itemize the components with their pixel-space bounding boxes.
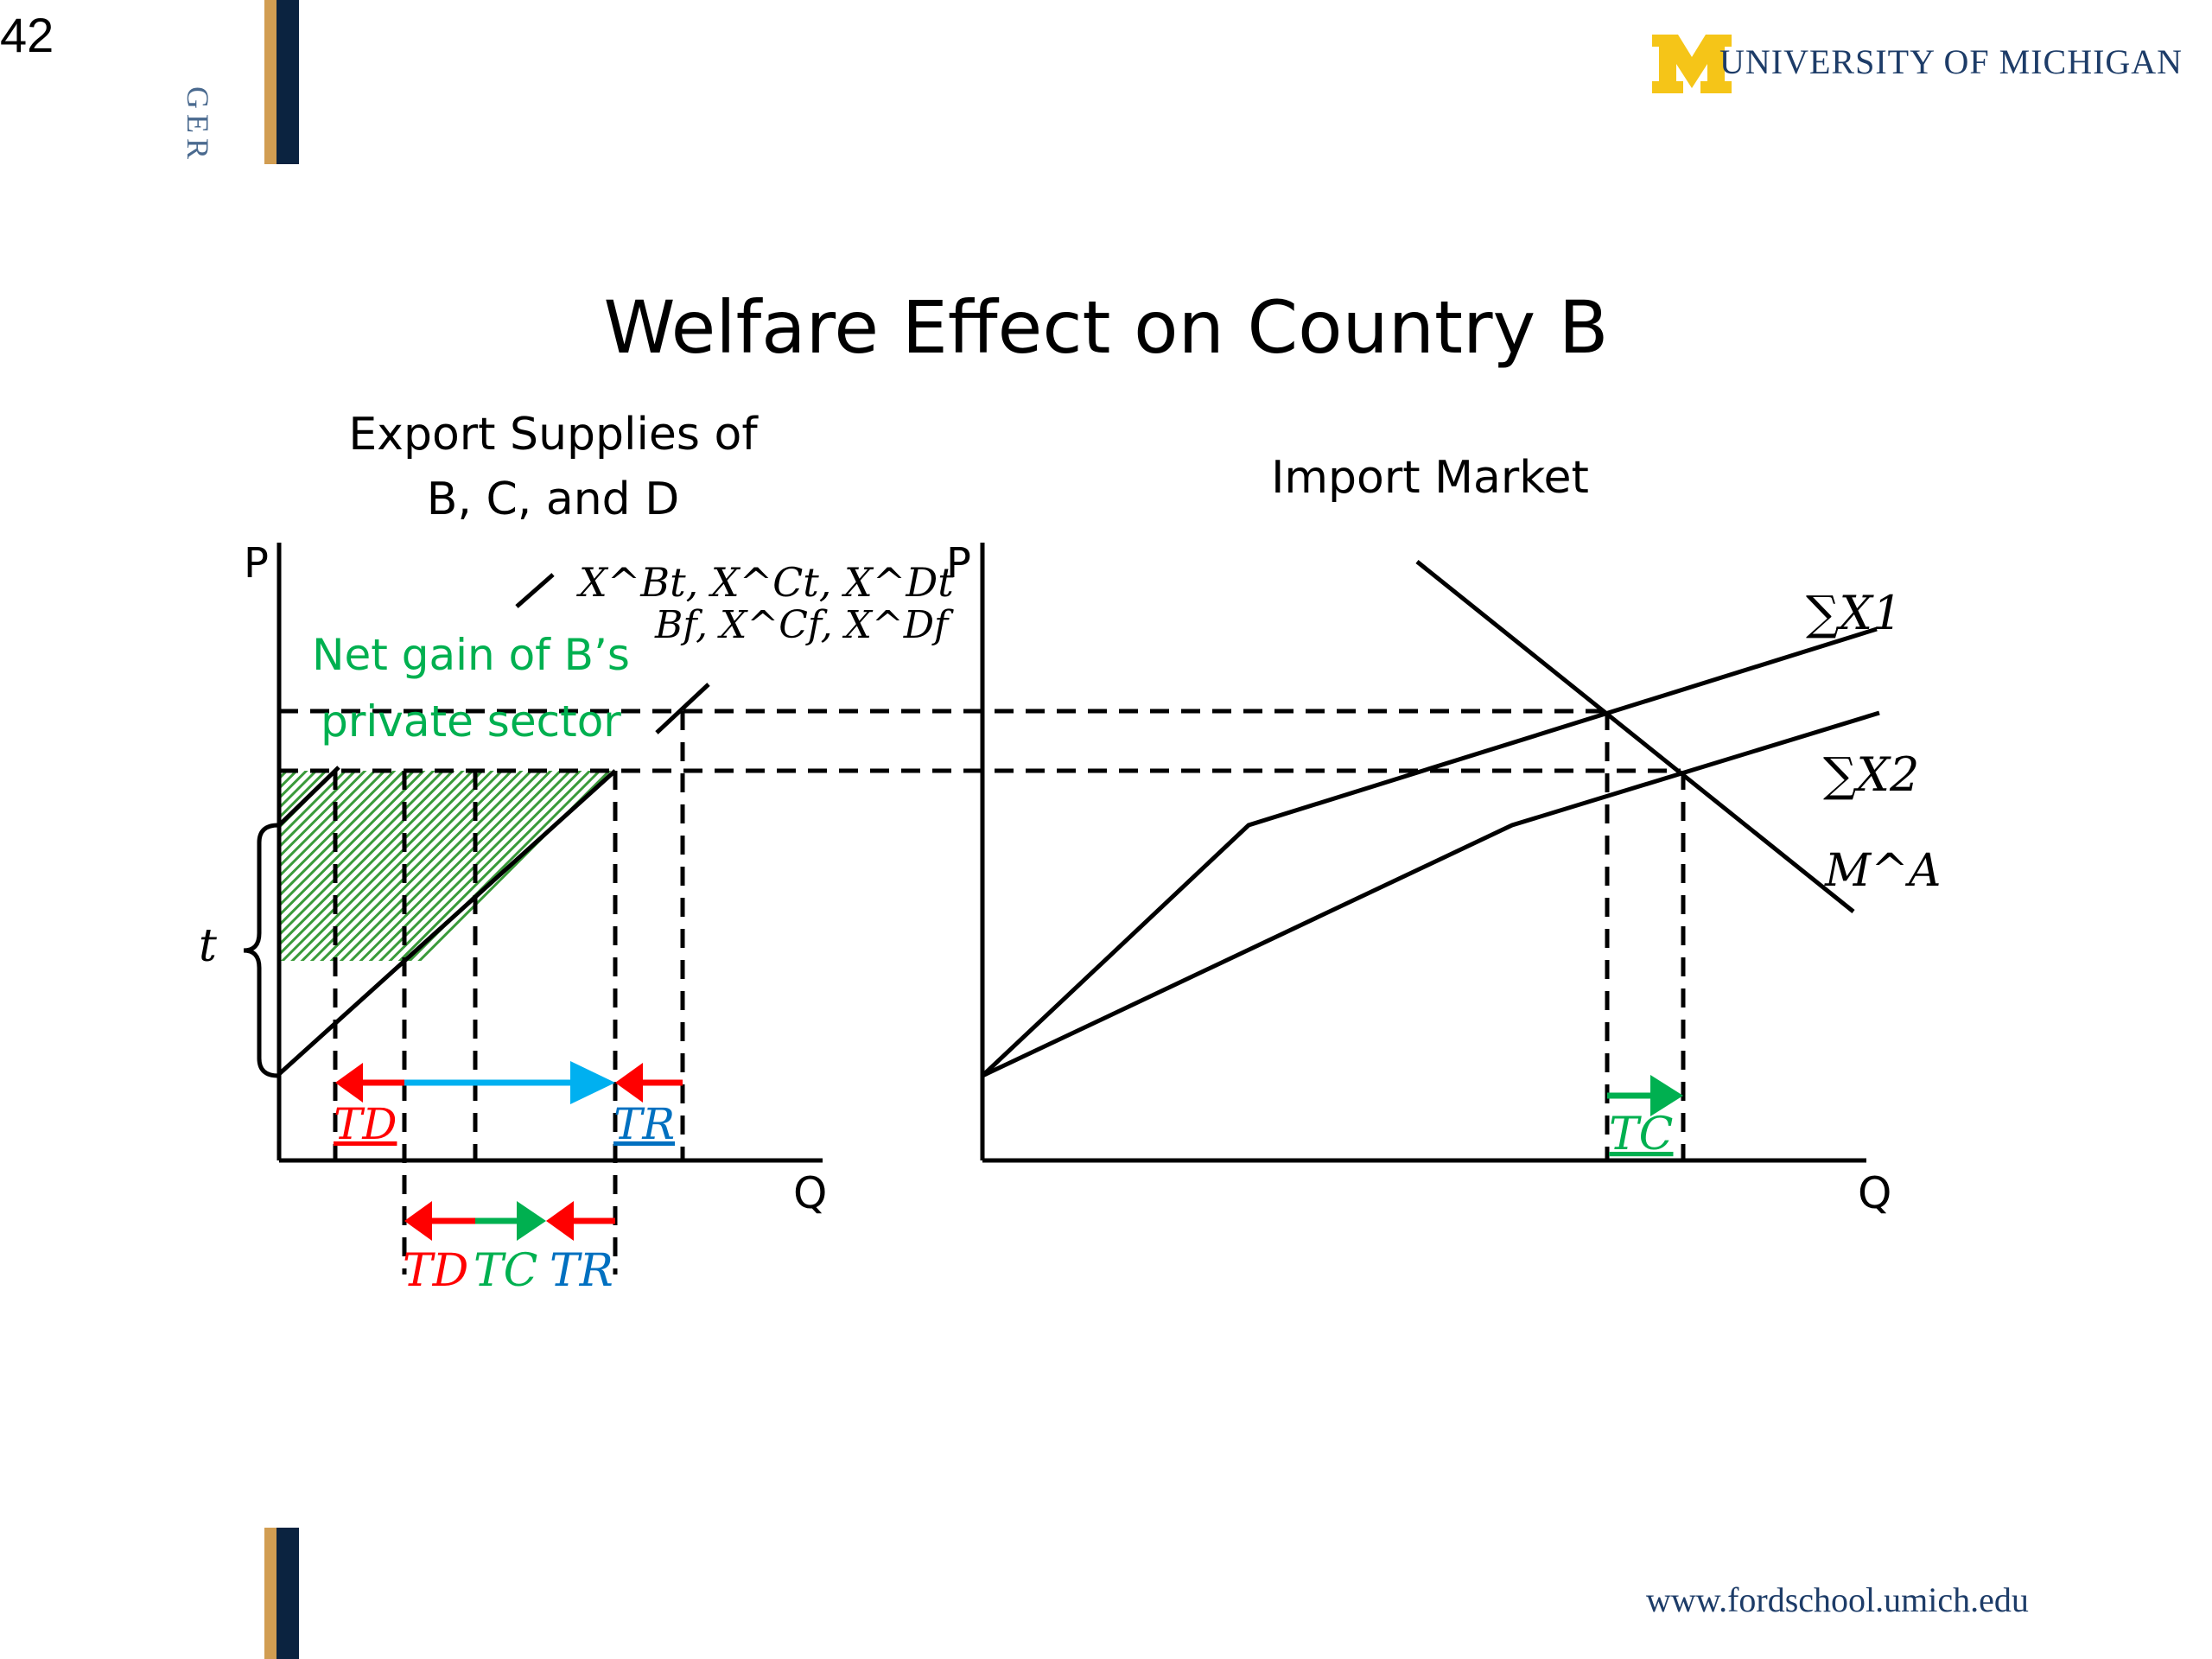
label-sum-x1: ∑X1 bbox=[1806, 586, 1902, 640]
label-m-a: M^A bbox=[1824, 845, 1941, 897]
arrow-tr-bottom-head bbox=[546, 1201, 574, 1241]
label-tr-bottom: TR bbox=[550, 1245, 613, 1297]
right-axis-p: P bbox=[946, 539, 971, 588]
label-tr-inner: TR bbox=[613, 1099, 675, 1149]
top-accent-bar bbox=[264, 0, 299, 164]
right-axis-q: Q bbox=[1858, 1168, 1891, 1218]
label-tc-bottom: TC bbox=[474, 1245, 537, 1297]
left-axis-q: Q bbox=[793, 1168, 827, 1218]
bottom-accent-bar bbox=[264, 1528, 299, 1659]
left-panel-title-line1: Export Supplies of bbox=[348, 409, 759, 461]
left-axis-p: P bbox=[244, 539, 269, 588]
net-gain-line1: Net gain of B’s bbox=[312, 630, 630, 680]
net-gain-line2: private sector bbox=[321, 696, 621, 747]
arrow-tc-inner-head bbox=[570, 1061, 615, 1104]
sum-x2-curve bbox=[981, 710, 1880, 1078]
tariff-brace bbox=[243, 823, 279, 1078]
net-gain-area bbox=[279, 771, 615, 961]
right-panel-title: Import Market bbox=[1271, 452, 1589, 504]
arrow-tr-inner-head bbox=[615, 1063, 643, 1103]
curve-label-free: Bf, X^Cf, X^Df bbox=[654, 603, 954, 647]
import-demand-curve bbox=[1415, 560, 1855, 913]
curve-label-tariff: X^Bt, X^Ct, X^Dt bbox=[576, 559, 954, 606]
footer-url[interactable]: www.fordschool.umich.edu bbox=[1646, 1580, 2029, 1619]
tariff-brace-label: t bbox=[199, 920, 217, 972]
label-sum-x2: ∑X2 bbox=[1823, 747, 1919, 802]
arrow-td-inner-head bbox=[335, 1063, 363, 1103]
left-panel-title-line2: B, C, and D bbox=[427, 474, 680, 525]
curve-label-leader-bottom bbox=[655, 683, 710, 734]
arrow-tc-bottom-head bbox=[517, 1201, 546, 1241]
side-label: GER bbox=[181, 86, 215, 164]
arrow-td-bottom-head bbox=[404, 1201, 432, 1241]
arrow-tc-right-head bbox=[1650, 1075, 1683, 1116]
supply-curve-tariff bbox=[277, 766, 340, 827]
label-td-inner: TD bbox=[334, 1099, 397, 1149]
label-tc-right: TC bbox=[1609, 1109, 1673, 1160]
slide-number: 42 bbox=[0, 8, 54, 62]
curve-label-leader-top bbox=[515, 573, 555, 608]
sum-x1-curve bbox=[981, 626, 1878, 1077]
label-td-bottom: TD bbox=[403, 1245, 468, 1297]
university-name: UNIVERSITY OF MICHIGAN bbox=[1719, 42, 2183, 81]
slide-title: Welfare Effect on Country B bbox=[603, 285, 1609, 370]
